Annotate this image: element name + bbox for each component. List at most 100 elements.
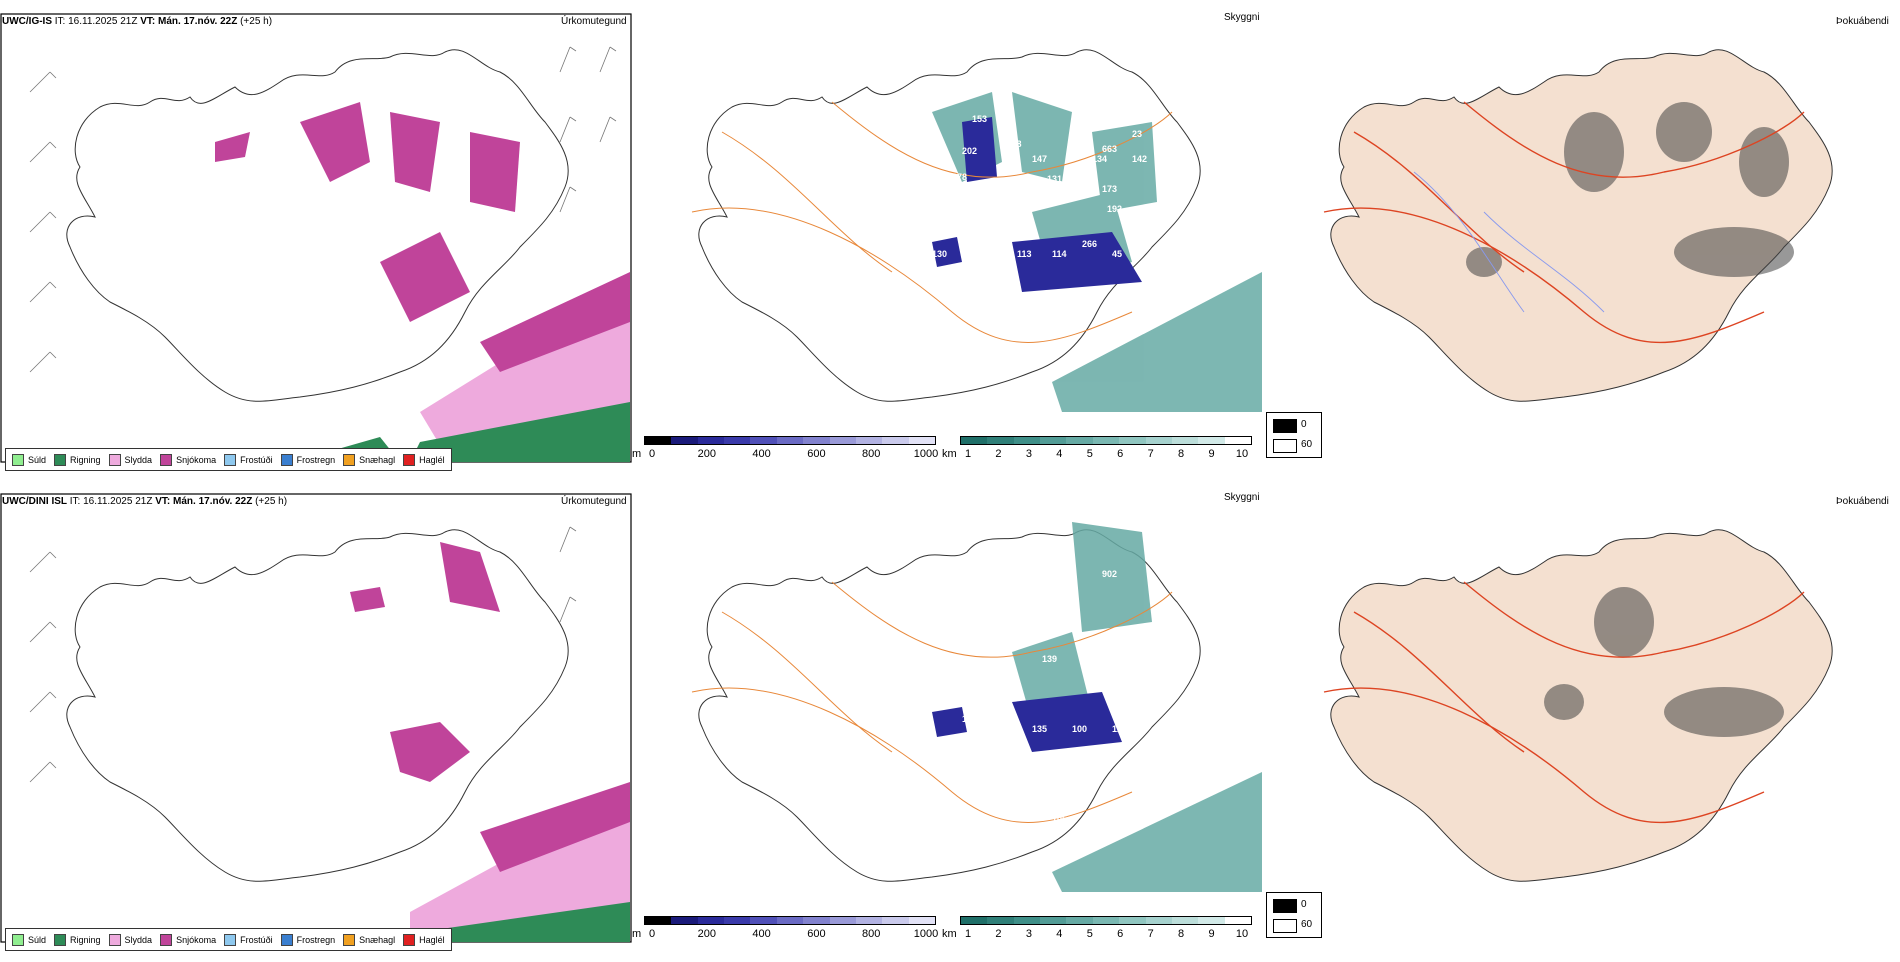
visibility-value-label: 902 xyxy=(1102,569,1117,579)
colorbar-segment xyxy=(750,917,777,924)
legend-label: Rigning xyxy=(70,454,101,465)
visibility-value-label: 202 xyxy=(962,146,977,156)
legend-item: Frostregn xyxy=(280,933,336,946)
colorbar-tick: 1000 xyxy=(913,928,939,940)
colorbar-tick: 8 xyxy=(1178,448,1185,460)
fog-panel-row2: Þokuábendi xyxy=(1264,492,1896,962)
colorbar-tick: 6 xyxy=(1117,448,1124,460)
colorbar-tick: 4 xyxy=(1056,928,1063,940)
visibility-map-row2: 902 45 37 129 145 139 112 135 100 124 88 644 105 15 8 1… xyxy=(691,522,1262,892)
legend-label: Snæhagl xyxy=(359,934,396,945)
precip-type-title: Úrkomutegund xyxy=(561,496,627,507)
visibility-value-label: 266 xyxy=(1082,239,1097,249)
legend-item: Slydda xyxy=(108,453,153,466)
fog-key-row2: 0 60 xyxy=(1266,892,1322,938)
legend-label: Snjókoma xyxy=(176,934,217,945)
visibility-value-label: 110 xyxy=(1007,164,1022,174)
colorbar-segment xyxy=(697,917,725,924)
visibility-value-label: 173 xyxy=(1102,184,1117,194)
visibility-value-label: 118 xyxy=(1007,139,1022,149)
visibility-value-label: 131 xyxy=(1047,174,1062,184)
visibility-value-label: 129 xyxy=(977,594,992,604)
visibility-value-label: 8 xyxy=(997,699,1002,709)
legend-label: Frostúði xyxy=(240,934,273,945)
colorbar-tick: 10 xyxy=(1235,448,1249,460)
visibility-value-label: 130 xyxy=(1007,186,1022,196)
visibility-value-label: 49 xyxy=(1012,229,1022,239)
legend-item: Snjókoma xyxy=(160,933,217,946)
visibility-m-colorbar-row1: m 0 200 400 600 800 1000 xyxy=(632,436,938,466)
colorbar-tick: 5 xyxy=(1086,928,1093,940)
precip-legend: Súld Rigning Slydda Snjókoma Frostúði Frostre… xyxy=(5,928,452,951)
colorbar-segment xyxy=(1198,437,1225,444)
colorbar-tick: 400 xyxy=(752,928,771,940)
road-network xyxy=(691,101,1173,343)
colorbar-segment xyxy=(1092,437,1120,444)
legend-swatch xyxy=(160,933,173,946)
legend-swatch xyxy=(403,453,416,466)
visibility-value-label: 142 xyxy=(1132,154,1147,164)
colorbar-segment xyxy=(1224,437,1251,444)
colorbar-segment xyxy=(724,437,751,444)
visibility-value-label: 45 xyxy=(1112,249,1122,259)
colorbar-segment xyxy=(1119,917,1146,924)
legend-label: Slydda xyxy=(124,454,153,465)
colorbar-segment xyxy=(908,917,935,924)
visibility-value-label: 15 xyxy=(852,704,862,714)
colorbar-tick: 5 xyxy=(1086,448,1093,460)
visibility-map-row1: 202 178 118 110 130 131 153 113 114 45 266 192 49 147… xyxy=(691,49,1262,412)
legend-item: Haglél xyxy=(403,933,445,946)
visibility-value-label: 18 xyxy=(962,714,972,724)
visibility-panel-row2: 902 45 37 129 145 139 112 135 100 124 88 644 105 15 8 1… xyxy=(632,492,1264,962)
visibility-value-label: 131 xyxy=(977,234,992,244)
colorbar-segment xyxy=(645,437,672,444)
legend-item: Slydda xyxy=(108,933,153,946)
legend-item: Haglél xyxy=(403,453,445,466)
visibility-value-label: 45 xyxy=(1167,624,1177,634)
colorbar-segment xyxy=(987,917,1014,924)
legend-swatch xyxy=(12,453,24,466)
colorbar-segment xyxy=(671,437,698,444)
colorbar-segment xyxy=(1145,437,1172,444)
legend-item: Súld xyxy=(12,933,47,946)
fog-panel-row1: Þokuábendi xyxy=(1264,12,1896,482)
visibility-value-label: 134 xyxy=(1092,154,1107,164)
visibility-value-label: 139 xyxy=(1042,654,1057,664)
colorbar-segment xyxy=(855,437,883,444)
legend-item: Snjókoma xyxy=(160,453,216,466)
legend-label: Súld xyxy=(28,454,47,465)
colorbar-segment xyxy=(961,917,988,924)
visibility-title: Skyggni xyxy=(1224,12,1260,23)
visibility-value-label: 130 xyxy=(932,249,947,259)
legend-label: Súld xyxy=(28,934,47,945)
legend-swatch xyxy=(224,453,237,466)
visibility-value-label: 112 xyxy=(1092,684,1107,694)
colorbar-segment xyxy=(1066,917,1093,924)
visibility-value-label: 37 xyxy=(1177,664,1187,674)
fog-map-row1 xyxy=(1323,49,1833,402)
legend-swatch xyxy=(54,453,67,466)
colorbar-segment xyxy=(803,917,830,924)
legend-label: Frostregn xyxy=(296,934,336,945)
legend-swatch xyxy=(54,933,67,946)
colorbar-tick: 800 xyxy=(862,448,881,460)
visibility-value-label: 16 xyxy=(797,129,807,139)
colorbar-segment xyxy=(1092,917,1120,924)
legend-swatch xyxy=(12,933,24,946)
colorbar-tick: 1 xyxy=(964,928,972,940)
precip-type-panel-row2: UWC/DINI ISL IT: 16.11.2025 21Z VT: Mán.… xyxy=(0,492,632,962)
colorbar-segment xyxy=(671,917,698,924)
colorbar-tick: 9 xyxy=(1208,448,1215,460)
colorbar-tick: 0 xyxy=(648,448,656,460)
legend-swatch xyxy=(403,933,416,946)
colorbar-tick: 8 xyxy=(1178,928,1185,940)
legend-label: Slydda xyxy=(124,934,153,945)
visibility-value-label: 124 xyxy=(1112,724,1127,734)
legend-item: Rigning xyxy=(54,933,101,946)
colorbar-segment xyxy=(829,917,856,924)
colorbar-segment xyxy=(882,917,909,924)
colorbar-tick: 7 xyxy=(1147,928,1154,940)
legend-item: Snæhagl xyxy=(343,453,395,466)
legend-swatch xyxy=(224,933,237,946)
colorbar-tick: 600 xyxy=(807,448,826,460)
